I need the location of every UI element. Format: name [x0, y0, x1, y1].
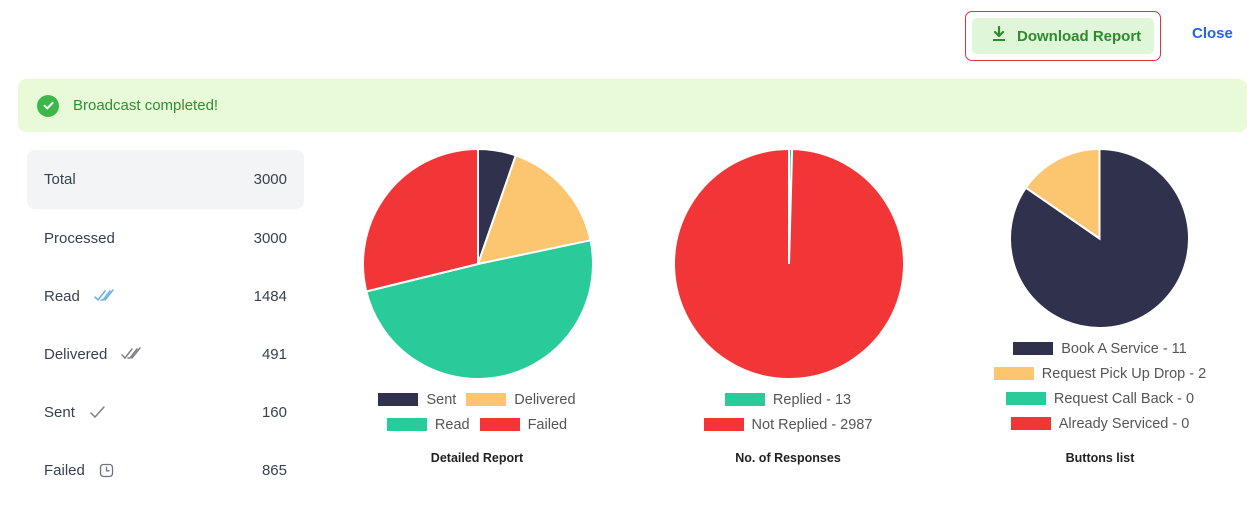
stat-row-delivered[interactable]: Delivered 491: [27, 325, 304, 383]
check-circle-icon: [37, 94, 59, 117]
stat-label: Processed: [44, 229, 115, 247]
legend-label: Replied - 13: [772, 391, 852, 408]
stat-value: 3000: [253, 171, 287, 188]
detailed-report-chart: [362, 148, 594, 380]
download-icon: [991, 25, 1007, 46]
stat-row-total[interactable]: Total 3000: [27, 150, 304, 209]
legend-swatch: [703, 418, 744, 431]
legend-swatch: [1010, 417, 1051, 430]
legend-swatch: [993, 367, 1034, 380]
banner-message: Broadcast completed!: [73, 97, 219, 114]
responses-pie: [673, 148, 905, 380]
legend-row: Sent Delivered: [332, 387, 622, 412]
stats-panel: Total 3000 Processed 3000 Read 1484 Deli…: [27, 150, 304, 499]
stat-label: Total: [44, 171, 76, 188]
legend-row: Request Call Back - 0: [955, 386, 1245, 411]
pie-slice-failed[interactable]: [362, 148, 479, 293]
legend-item[interactable]: Book A Service - 11: [1013, 340, 1187, 357]
stat-value: 3000: [253, 229, 287, 247]
stat-value: 1484: [253, 287, 287, 305]
stat-row-read[interactable]: Read 1484: [27, 267, 304, 325]
download-report-highlight: Download Report: [965, 11, 1161, 61]
stat-label: Sent: [44, 403, 75, 421]
detailed-report-title: Detailed Report: [430, 451, 524, 465]
legend-label: Book A Service - 11: [1061, 340, 1187, 357]
pie-slice-delivered[interactable]: [476, 154, 592, 266]
stat-label: Delivered: [44, 345, 108, 363]
responses-chart: [673, 148, 905, 380]
legend-label: Failed: [527, 416, 568, 433]
pie-slice-read[interactable]: [365, 239, 594, 380]
legend-swatch: [1005, 392, 1046, 405]
legend-label: Read: [434, 416, 470, 433]
stat-label: Read: [44, 287, 80, 305]
legend-row: Request Pick Up Drop - 2: [955, 361, 1245, 386]
detailed-report-pie: [362, 148, 594, 380]
legend-swatch: [1013, 342, 1054, 355]
legend-swatch: [479, 418, 520, 431]
download-report-button[interactable]: Download Report: [972, 18, 1154, 54]
legend-item[interactable]: Already Serviced - 0: [1010, 415, 1190, 432]
stat-value: 865: [261, 461, 287, 479]
buttons-list-chart: [1009, 148, 1190, 329]
legend-row: Replied - 13: [643, 387, 933, 412]
legend-item[interactable]: Read: [386, 416, 470, 433]
legend-item[interactable]: Request Pick Up Drop - 2: [993, 365, 1207, 382]
legend-item[interactable]: Not Replied - 2987: [703, 416, 873, 433]
double-check-gray-icon: [121, 347, 143, 361]
buttons-list-pie: [1009, 148, 1190, 329]
legend-row: Not Replied - 2987: [643, 412, 933, 437]
legend-row: Read Failed: [332, 412, 622, 437]
legend-row: Already Serviced - 0: [955, 411, 1245, 436]
stat-label: Failed: [44, 461, 85, 479]
pie-slice-not-replied[interactable]: [673, 148, 905, 380]
clock-icon: [99, 463, 114, 478]
check-icon: [89, 405, 107, 419]
legend-swatch: [378, 393, 419, 406]
detailed-report-legend: Sent Delivered Read Failed: [332, 387, 622, 437]
close-button[interactable]: Close: [1192, 25, 1233, 42]
legend-item[interactable]: Sent: [378, 392, 456, 408]
responses-legend: Replied - 13 Not Replied - 2987: [643, 387, 933, 437]
responses-title: No. of Responses: [735, 451, 841, 465]
stat-value: 491: [261, 345, 287, 363]
legend-label: Delivered: [514, 391, 576, 408]
legend-label: Request Pick Up Drop - 2: [1041, 365, 1207, 382]
legend-row: Book A Service - 11: [955, 336, 1245, 361]
stat-row-processed[interactable]: Processed 3000: [27, 209, 304, 267]
buttons-list-title: Buttons list: [1065, 451, 1135, 465]
double-check-blue-icon: [94, 289, 116, 303]
legend-swatch: [386, 418, 427, 431]
legend-label: Request Call Back - 0: [1053, 390, 1195, 407]
stat-row-failed[interactable]: Failed 865: [27, 441, 304, 499]
legend-swatch: [466, 393, 507, 406]
download-report-label: Download Report: [1017, 27, 1142, 45]
legend-item[interactable]: Request Call Back - 0: [1005, 390, 1195, 407]
pie-slice-request-pick-up-drop[interactable]: [1024, 148, 1101, 241]
legend-label: Not Replied - 2987: [751, 416, 873, 433]
stat-row-sent[interactable]: Sent 160: [27, 383, 304, 441]
legend-item[interactable]: Delivered: [466, 391, 576, 408]
legend-swatch: [724, 393, 765, 406]
legend-label: Already Serviced - 0: [1058, 415, 1190, 432]
buttons-list-legend: Book A Service - 11 Request Pick Up Drop …: [955, 336, 1245, 436]
success-banner: Broadcast completed!: [18, 79, 1247, 132]
stat-value: 160: [261, 403, 287, 421]
legend-item[interactable]: Replied - 13: [724, 391, 852, 408]
legend-label: Sent: [426, 391, 457, 408]
top-bar: Download Report Close: [0, 0, 1258, 72]
legend-item[interactable]: Failed: [479, 416, 568, 433]
